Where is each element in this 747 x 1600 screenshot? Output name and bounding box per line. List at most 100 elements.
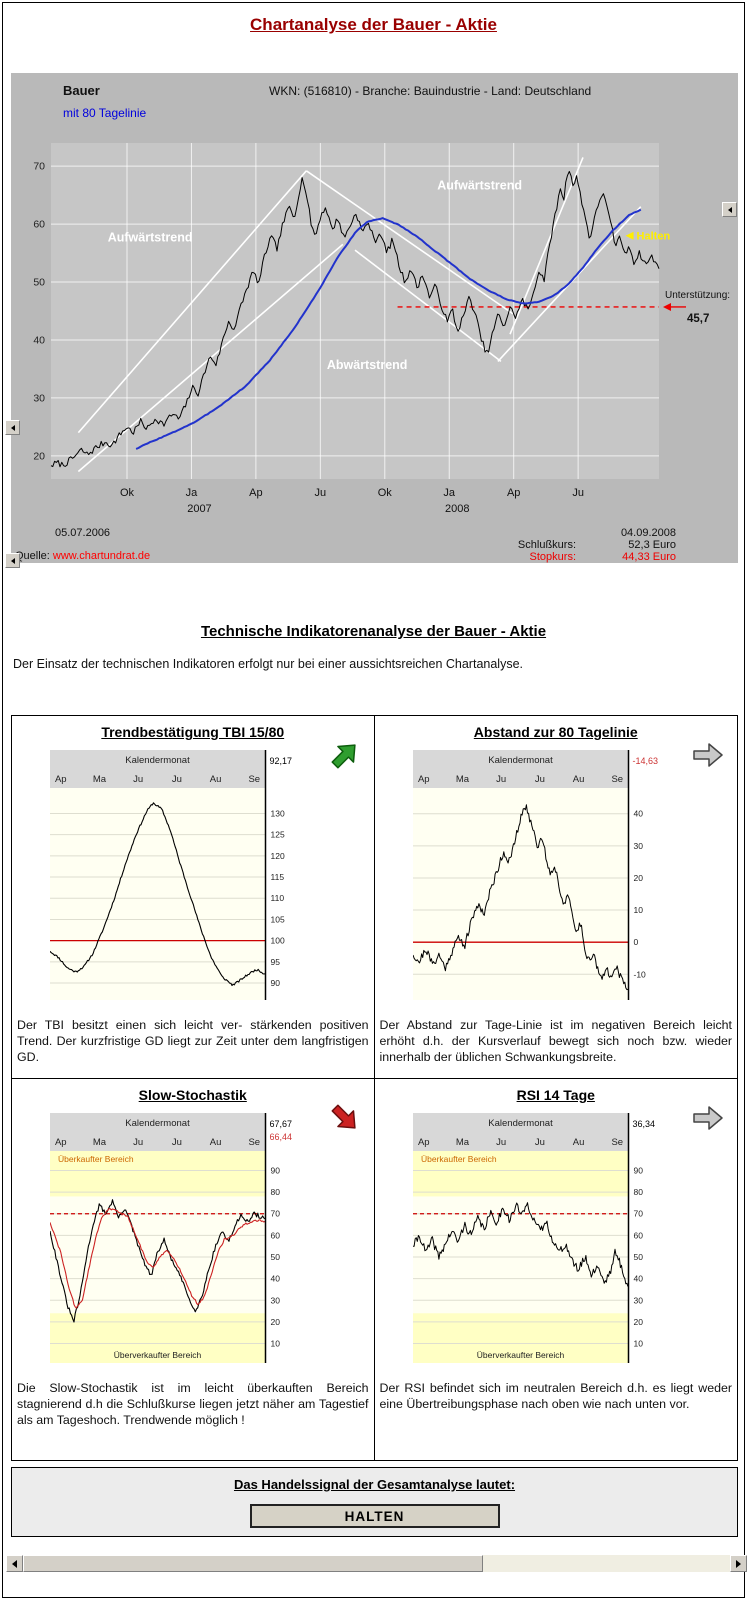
scroll-left-icon xyxy=(727,206,732,213)
svg-text:Au: Au xyxy=(210,774,222,785)
svg-text:Ju: Ju xyxy=(534,1137,544,1148)
trend-up-arrow-icon xyxy=(328,738,362,772)
frame-scroll-left-button[interactable] xyxy=(5,420,20,435)
indicator-description: Die Slow-Stochastik ist im leicht überka… xyxy=(17,1381,369,1427)
indicator-title: Abstand zur 80 Tagelinie xyxy=(473,724,638,740)
svg-text:Überverkaufter Bereich: Überverkaufter Bereich xyxy=(114,1350,202,1360)
svg-text:36,34: 36,34 xyxy=(632,1119,655,1129)
svg-text:Ma: Ma xyxy=(455,774,469,785)
svg-text:30: 30 xyxy=(633,841,643,851)
indicator-grid: Trendbestätigung TBI 15/80 Kalendermonat… xyxy=(11,715,738,1461)
svg-text:60: 60 xyxy=(271,1230,281,1240)
svg-text:120: 120 xyxy=(271,851,285,861)
scrollbar-thumb[interactable] xyxy=(23,1555,483,1572)
svg-text:Ok: Ok xyxy=(378,487,393,499)
frame-scroll-left-button-2[interactable] xyxy=(722,202,737,217)
svg-text:40: 40 xyxy=(271,1274,281,1284)
scroll-left-button[interactable] xyxy=(6,1555,23,1572)
rsi-chart: Kalendermonat Ap Ma Ju Ju Au Se 90 80 70 60 50 40 30 2… xyxy=(412,1113,683,1369)
svg-text:Se: Se xyxy=(248,774,260,785)
svg-text:80: 80 xyxy=(271,1187,281,1197)
svg-text:Ju: Ju xyxy=(534,774,544,785)
svg-text:Überverkaufter Bereich: Überverkaufter Bereich xyxy=(476,1350,564,1360)
svg-text:Ap: Ap xyxy=(249,487,262,499)
indicator-description: Der Abstand zur Tage-Linie ist im negati… xyxy=(379,1018,733,1064)
indicator-panel-tbi: Trendbestätigung TBI 15/80 Kalendermonat… xyxy=(12,716,375,1079)
svg-text:Aufwärtstrend: Aufwärtstrend xyxy=(108,230,193,244)
stop-label: Stopkurs: xyxy=(529,551,576,563)
svg-text:70: 70 xyxy=(633,1209,643,1219)
page-title: Chartanalyse der Bauer - Aktie xyxy=(250,15,497,34)
indicator-title: Trendbestätigung TBI 15/80 xyxy=(101,724,285,740)
svg-text:20: 20 xyxy=(633,873,643,883)
svg-text:90: 90 xyxy=(271,978,281,988)
svg-text:Ja: Ja xyxy=(186,487,199,499)
svg-text:Kalendermonat: Kalendermonat xyxy=(125,1118,190,1129)
svg-text:Ju: Ju xyxy=(315,487,327,499)
svg-text:Ju: Ju xyxy=(172,774,182,785)
svg-text:Ma: Ma xyxy=(93,1137,107,1148)
stop-value: 44,33 Euro xyxy=(622,551,676,563)
svg-text:0: 0 xyxy=(633,937,638,947)
trend-down-arrow-icon xyxy=(328,1101,362,1135)
svg-text:Überkaufter Bereich: Überkaufter Bereich xyxy=(58,1154,134,1164)
svg-text:95: 95 xyxy=(271,957,281,967)
svg-text:70: 70 xyxy=(271,1209,281,1219)
svg-text:Ap: Ap xyxy=(417,1137,429,1148)
main-price-chart: 20 30 40 50 60 70 Ok Ja 2007 Ap Ju Ok Ja 2008 Ap Ju Unte… xyxy=(17,131,737,523)
svg-text:Ap: Ap xyxy=(417,774,429,785)
svg-text:Au: Au xyxy=(210,1137,222,1148)
chart-start-date: 05.07.2006 xyxy=(55,527,111,539)
svg-text:Ju: Ju xyxy=(496,1137,506,1148)
svg-text:30: 30 xyxy=(633,1295,643,1305)
svg-text:50: 50 xyxy=(33,277,45,289)
svg-text:125: 125 xyxy=(271,830,285,840)
svg-text:10: 10 xyxy=(633,1339,643,1349)
svg-text:Se: Se xyxy=(611,774,623,785)
svg-text:Ma: Ma xyxy=(455,1137,469,1148)
svg-text:130: 130 xyxy=(271,808,285,818)
svg-text:80: 80 xyxy=(633,1187,643,1197)
svg-text:66,44: 66,44 xyxy=(270,1132,293,1142)
svg-text:2007: 2007 xyxy=(187,503,211,515)
frame-scroll-left-button-3[interactable] xyxy=(5,553,20,568)
svg-text:10: 10 xyxy=(271,1339,281,1349)
svg-text:115: 115 xyxy=(271,872,285,882)
horizontal-scrollbar[interactable] xyxy=(6,1555,747,1572)
indicator-panel-stochastik: Slow-Stochastik Kalendermonat Ap Ma Ju Ju Au S… xyxy=(12,1079,375,1460)
chart-subtitle: mit 80 Tagelinie xyxy=(63,106,147,120)
svg-text:30: 30 xyxy=(33,392,45,404)
svg-text:Überkaufter Bereich: Überkaufter Bereich xyxy=(421,1154,497,1164)
intro-text: Der Einsatz der technischen Indikatoren … xyxy=(13,657,523,671)
indicator-description: Der TBI besitzt einen sich leicht ver- s… xyxy=(17,1018,369,1064)
svg-text:Au: Au xyxy=(572,774,584,785)
svg-text:Ju: Ju xyxy=(496,774,506,785)
stock-info: WKN: (516810) - Branche: Bauindustrie - … xyxy=(269,84,592,98)
trend-right-arrow-icon xyxy=(691,1101,725,1135)
scroll-right-button[interactable] xyxy=(730,1555,747,1572)
source-label: Quelle: xyxy=(15,550,50,562)
source-link[interactable]: www.chartundrat.de xyxy=(52,550,151,562)
halten-button[interactable]: HALTEN xyxy=(249,1504,500,1528)
svg-text:40: 40 xyxy=(633,809,643,819)
svg-text:105: 105 xyxy=(271,914,285,924)
svg-text:Ap: Ap xyxy=(55,774,67,785)
svg-text:Ma: Ma xyxy=(93,774,107,785)
svg-text:Ju: Ju xyxy=(133,774,143,785)
svg-text:90: 90 xyxy=(271,1165,281,1175)
svg-text:Ju: Ju xyxy=(572,487,584,499)
svg-text:Ju: Ju xyxy=(172,1137,182,1148)
signal-heading: Das Handelssignal der Gesamtanalyse laut… xyxy=(233,1477,516,1492)
stock-name: Bauer xyxy=(63,83,100,98)
svg-text:Se: Se xyxy=(248,1137,260,1148)
scroll-left-icon xyxy=(10,424,15,431)
svg-text:Ap: Ap xyxy=(507,487,520,499)
svg-text:Unterstützung:: Unterstützung: xyxy=(665,290,730,301)
stochastik-chart: Kalendermonat Ap Ma Ju Ju Au Se 90 80 70 60 50 40 30 2… xyxy=(49,1113,320,1369)
svg-text:70: 70 xyxy=(33,161,45,173)
svg-text:-14,63: -14,63 xyxy=(632,756,658,766)
svg-text:10: 10 xyxy=(633,905,643,915)
abstand-chart: Kalendermonat Ap Ma Ju Ju Au Se 40 30 20 10 0 -10 -14… xyxy=(412,750,683,1006)
svg-text:Ju: Ju xyxy=(133,1137,143,1148)
scroll-right-icon xyxy=(736,1559,741,1568)
